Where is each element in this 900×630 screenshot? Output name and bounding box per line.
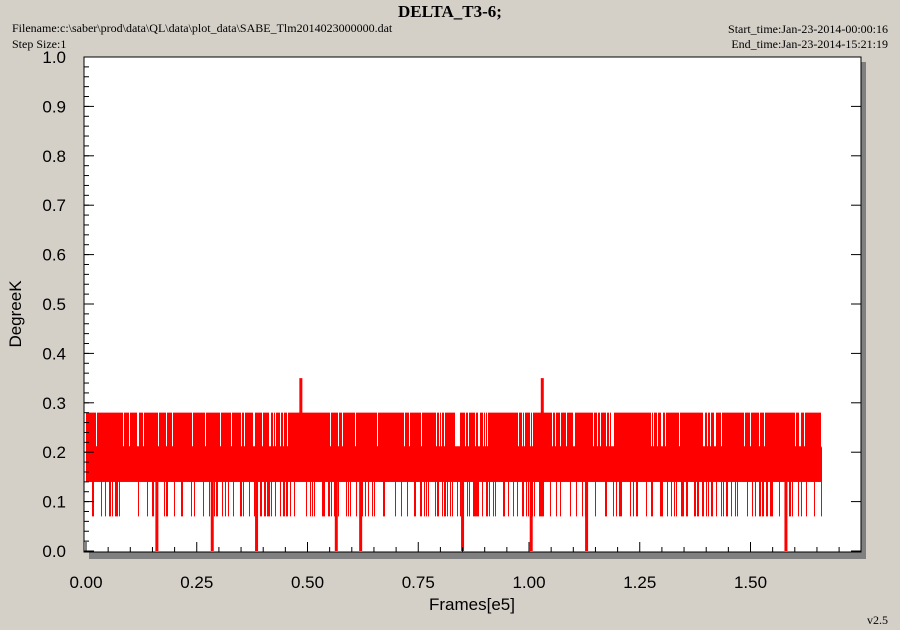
y-tick-label: 0.0 (42, 542, 66, 561)
y-tick-label: 0.1 (42, 493, 66, 512)
y-axis-title: DegreeK (6, 280, 25, 348)
y-tick-label: 1.0 (42, 48, 66, 67)
x-tick-label: 1.00 (512, 573, 545, 592)
x-tick-label: 0.50 (291, 573, 324, 592)
x-tick-label: 1.50 (734, 573, 767, 592)
filename-label: Filename:c:\saber\prod\data\QL\data\plot… (12, 21, 393, 35)
y-tick-label: 0.9 (42, 97, 66, 116)
y-axis: 0.0 0.1 0.2 0.3 0.4 0.5 0.6 0.7 0.8 0.9 1.0 (42, 48, 861, 561)
x-tick-label: 1.25 (623, 573, 656, 592)
y-tick-label: 0.8 (42, 147, 66, 166)
x-axis-title: Frames[e5] (429, 595, 515, 614)
x-axis: 0.00 0.25 0.50 0.75 1.00 1.25 1.50 (69, 542, 840, 592)
end-time-label: End_time:Jan-23-2014-15:21:19 (731, 37, 888, 51)
y-tick-label: 0.2 (42, 443, 66, 462)
version-label: v2.5 (867, 613, 888, 627)
x-tick-label: 0.00 (69, 573, 102, 592)
start-time-label: Start_time:Jan-23-2014-00:00:16 (728, 22, 888, 36)
x-tick-label: 0.75 (402, 573, 435, 592)
y-tick-label: 0.7 (42, 196, 66, 215)
step-size-label: Step Size:1 (12, 37, 67, 51)
y-tick-label: 0.4 (42, 344, 66, 363)
y-tick-label: 0.5 (42, 295, 66, 314)
y-tick-label: 0.3 (42, 394, 66, 413)
y-tick-label: 0.6 (42, 246, 66, 265)
series-group (86, 378, 822, 551)
chart-title: DELTA_T3-6; (398, 2, 502, 21)
x-tick-label: 0.25 (180, 573, 213, 592)
